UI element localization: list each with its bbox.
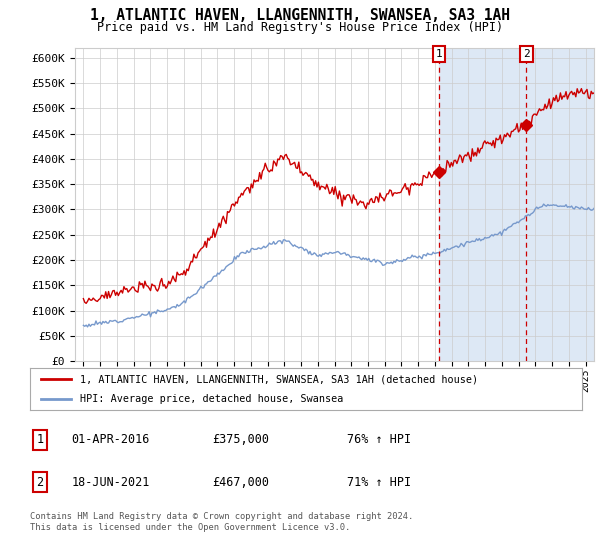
Text: 71% ↑ HPI: 71% ↑ HPI bbox=[347, 476, 412, 489]
Text: 1: 1 bbox=[436, 49, 443, 59]
Text: 1, ATLANTIC HAVEN, LLANGENNITH, SWANSEA, SA3 1AH: 1, ATLANTIC HAVEN, LLANGENNITH, SWANSEA,… bbox=[90, 8, 510, 24]
Text: £375,000: £375,000 bbox=[212, 433, 269, 446]
Bar bbox=[439, 48, 594, 361]
Text: 1: 1 bbox=[37, 433, 43, 446]
Text: 2: 2 bbox=[37, 476, 43, 489]
Text: 1, ATLANTIC HAVEN, LLANGENNITH, SWANSEA, SA3 1AH (detached house): 1, ATLANTIC HAVEN, LLANGENNITH, SWANSEA,… bbox=[80, 374, 478, 384]
Text: Price paid vs. HM Land Registry's House Price Index (HPI): Price paid vs. HM Land Registry's House … bbox=[97, 21, 503, 34]
Text: 2: 2 bbox=[523, 49, 530, 59]
Text: 76% ↑ HPI: 76% ↑ HPI bbox=[347, 433, 412, 446]
Text: HPI: Average price, detached house, Swansea: HPI: Average price, detached house, Swan… bbox=[80, 394, 343, 404]
Text: £467,000: £467,000 bbox=[212, 476, 269, 489]
Text: 01-APR-2016: 01-APR-2016 bbox=[71, 433, 150, 446]
Text: Contains HM Land Registry data © Crown copyright and database right 2024.
This d: Contains HM Land Registry data © Crown c… bbox=[30, 512, 413, 532]
Text: 18-JUN-2021: 18-JUN-2021 bbox=[71, 476, 150, 489]
